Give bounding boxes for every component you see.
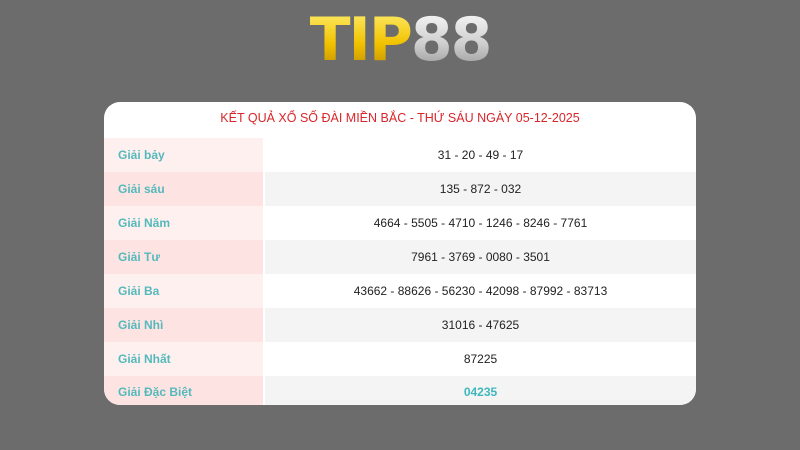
prize-value: 135 - 872 - 032 <box>265 172 696 206</box>
prize-label: Giải Nhì <box>104 308 265 342</box>
tip88-logo: TIP 88 <box>300 5 500 75</box>
prize-row-4: Giải Tư 7961 - 3769 - 0080 - 3501 <box>104 240 696 274</box>
prize-value: 31 - 20 - 49 - 17 <box>265 138 696 172</box>
prize-label: Giải Tư <box>104 240 265 274</box>
prize-label: Giải Năm <box>104 206 265 240</box>
results-rows: Giải bảy 31 - 20 - 49 - 17 Giải sáu 135 - … <box>104 138 696 405</box>
results-title: KẾT QUẢ XỔ SỐ ĐÀI MIỀN BẮC - THỨ SÁU NGÀ… <box>220 111 580 125</box>
prize-label: Giải sáu <box>104 172 265 206</box>
prize-row-special: Giải Đặc Biệt 04235 <box>104 376 696 405</box>
prize-value: 4664 - 5505 - 4710 - 1246 - 8246 - 7761 <box>265 206 696 240</box>
prize-label: Giải Ba <box>104 274 265 308</box>
logo-text-88: 88 <box>410 5 492 75</box>
prize-row-1: Giải Nhất 87225 <box>104 342 696 376</box>
prize-value: 43662 - 88626 - 56230 - 42098 - 87992 - … <box>265 274 696 308</box>
prize-row-5: Giải Năm 4664 - 5505 - 4710 - 1246 - 8246… <box>104 206 696 240</box>
prize-value: 31016 - 47625 <box>265 308 696 342</box>
prize-row-3: Giải Ba 43662 - 88626 - 56230 - 42098 - 8… <box>104 274 696 308</box>
prize-row-6: Giải sáu 135 - 872 - 032 <box>104 172 696 206</box>
prize-row-7: Giải bảy 31 - 20 - 49 - 17 <box>104 138 696 172</box>
prize-label: Giải Đặc Biệt <box>104 376 265 405</box>
prize-label: Giải Nhất <box>104 342 265 376</box>
prize-value: 87225 <box>265 342 696 376</box>
prize-value: 7961 - 3769 - 0080 - 3501 <box>265 240 696 274</box>
prize-label: Giải bảy <box>104 138 265 172</box>
special-prize-value: 04235 <box>265 376 696 405</box>
logo-text-tip: TIP <box>309 5 413 75</box>
prize-row-2: Giải Nhì 31016 - 47625 <box>104 308 696 342</box>
lottery-results-table: KẾT QUẢ XỔ SỐ ĐÀI MIỀN BẮC - THỨ SÁU NGÀ… <box>104 102 696 405</box>
